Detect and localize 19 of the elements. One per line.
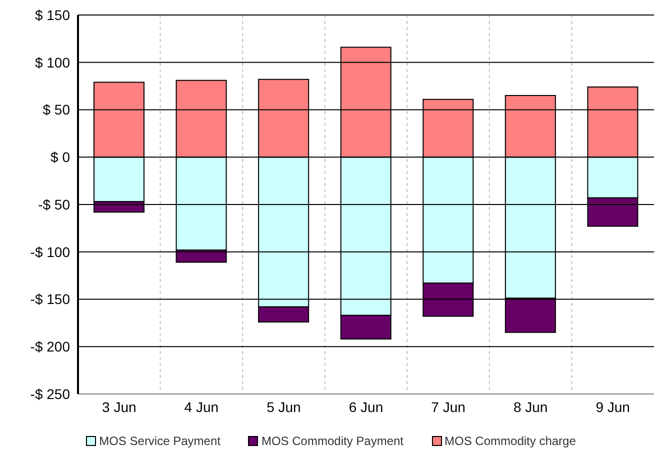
x-tick-label: 7 Jun [431, 398, 466, 415]
y-tick-label: -$ 50 [38, 196, 70, 212]
x-tick-label: 6 Jun [348, 398, 384, 415]
y-tick-label: $ 100 [34, 54, 70, 70]
y-tick-label: -$ 250 [30, 386, 70, 402]
y-tick-label: $ 50 [42, 102, 70, 118]
x-tick-label: 5 Jun [266, 398, 301, 415]
legend-label: MOS Commodity charge [444, 434, 576, 448]
x-tick-label: 9 Jun [596, 398, 630, 415]
legend-label: MOS Service Payment [99, 434, 220, 448]
x-tick-label: 4 Jun [184, 398, 219, 415]
y-tick-label: -$ 150 [30, 291, 70, 308]
y-tick-label: -$ 100 [30, 244, 70, 260]
y-tick-label: -$ 200 [30, 338, 70, 355]
y-tick-label: $ 150 [34, 6, 70, 23]
y-tick-label: $ 0 [50, 149, 70, 166]
x-tick-label: 8 Jun [513, 398, 548, 415]
x-tick-label: 3 Jun [102, 398, 136, 415]
legend-label: MOS Commodity Payment [261, 434, 404, 448]
